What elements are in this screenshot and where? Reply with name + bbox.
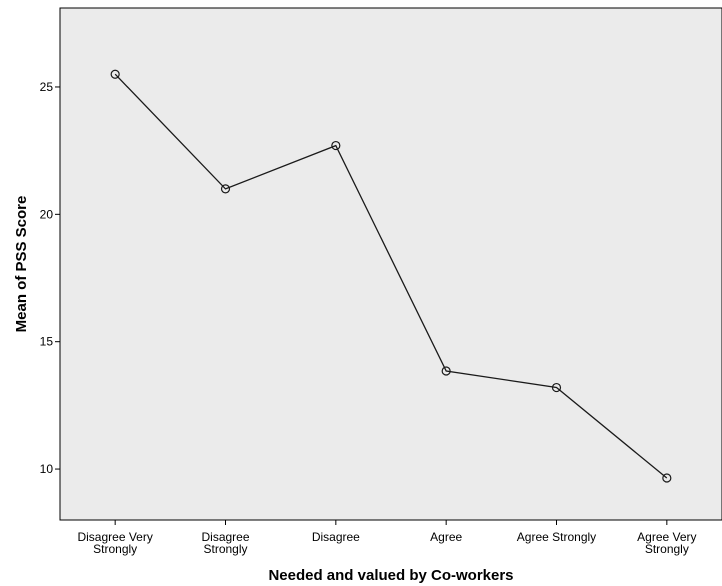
x-tick-label: Agree Strongly xyxy=(517,530,596,544)
x-tick-label: Agree Very Strongly xyxy=(637,530,696,556)
data-point xyxy=(551,382,562,393)
y-tick-label: 15 xyxy=(40,335,54,349)
data-point xyxy=(331,140,341,151)
y-axis-title: Mean of PSS Score xyxy=(13,196,30,333)
x-tick-label: Disagree Very Strongly xyxy=(77,530,152,556)
x-axis-ticks: Disagree Very Strongly Disagree Strongly Dis… xyxy=(77,520,697,556)
x-tick-label: Disagree Strongly xyxy=(201,530,249,556)
y-tick-label: 20 xyxy=(40,207,54,221)
data-points xyxy=(110,69,672,483)
plot-area xyxy=(59,7,722,521)
data-point xyxy=(662,473,672,483)
y-axis-ticks: 10 15 20 25 xyxy=(40,80,60,476)
data-point xyxy=(110,69,120,79)
x-tick-label: Disagree xyxy=(312,530,360,544)
series-line xyxy=(114,73,668,479)
data-point xyxy=(220,184,231,194)
data-point xyxy=(441,366,451,376)
x-tick-label: Agree xyxy=(430,530,462,544)
x-axis-title: Needed and valued by Co-workers xyxy=(268,567,513,584)
y-tick-label: 25 xyxy=(40,80,54,94)
y-tick-label: 10 xyxy=(40,462,54,476)
